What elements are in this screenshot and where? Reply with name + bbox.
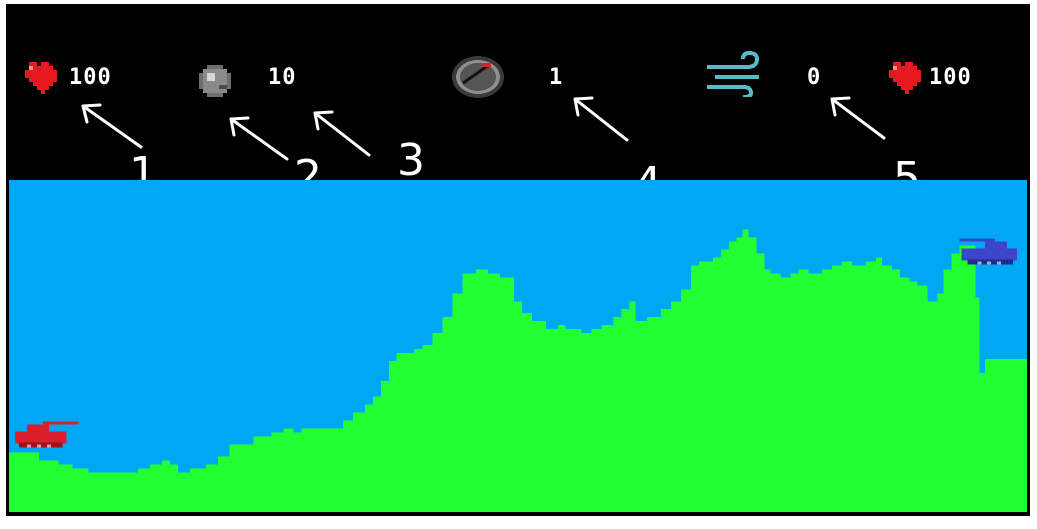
wind-value: 0: [807, 65, 822, 90]
player2-tank[interactable]: [959, 238, 1018, 265]
arrow-3: [313, 110, 371, 157]
annotation-arrows: [81, 96, 886, 161]
heart-icon: [889, 62, 921, 94]
playfield[interactable]: [9, 179, 1027, 513]
ammo-count-value: 10: [268, 65, 297, 90]
wind-icon: [707, 51, 760, 97]
annotation-label-3: 3: [397, 135, 425, 186]
power-level-value: 1: [549, 65, 564, 90]
arrow-2: [229, 116, 289, 161]
game-window[interactable]: 100 10 1 0 100: [6, 4, 1030, 516]
arrow-4: [573, 96, 629, 142]
heart-icon: [25, 62, 57, 94]
arrow-1: [81, 103, 143, 149]
player2-health-value: 100: [929, 65, 972, 90]
arrow-5: [830, 96, 886, 140]
hud-bar: 100 10 1 0 100: [9, 7, 1027, 206]
player1-tank[interactable]: [14, 421, 79, 448]
cannonball-icon: [199, 65, 231, 97]
player1-health-value: 100: [69, 65, 112, 90]
gauge-icon: [452, 56, 504, 98]
terrain: [9, 229, 1027, 513]
